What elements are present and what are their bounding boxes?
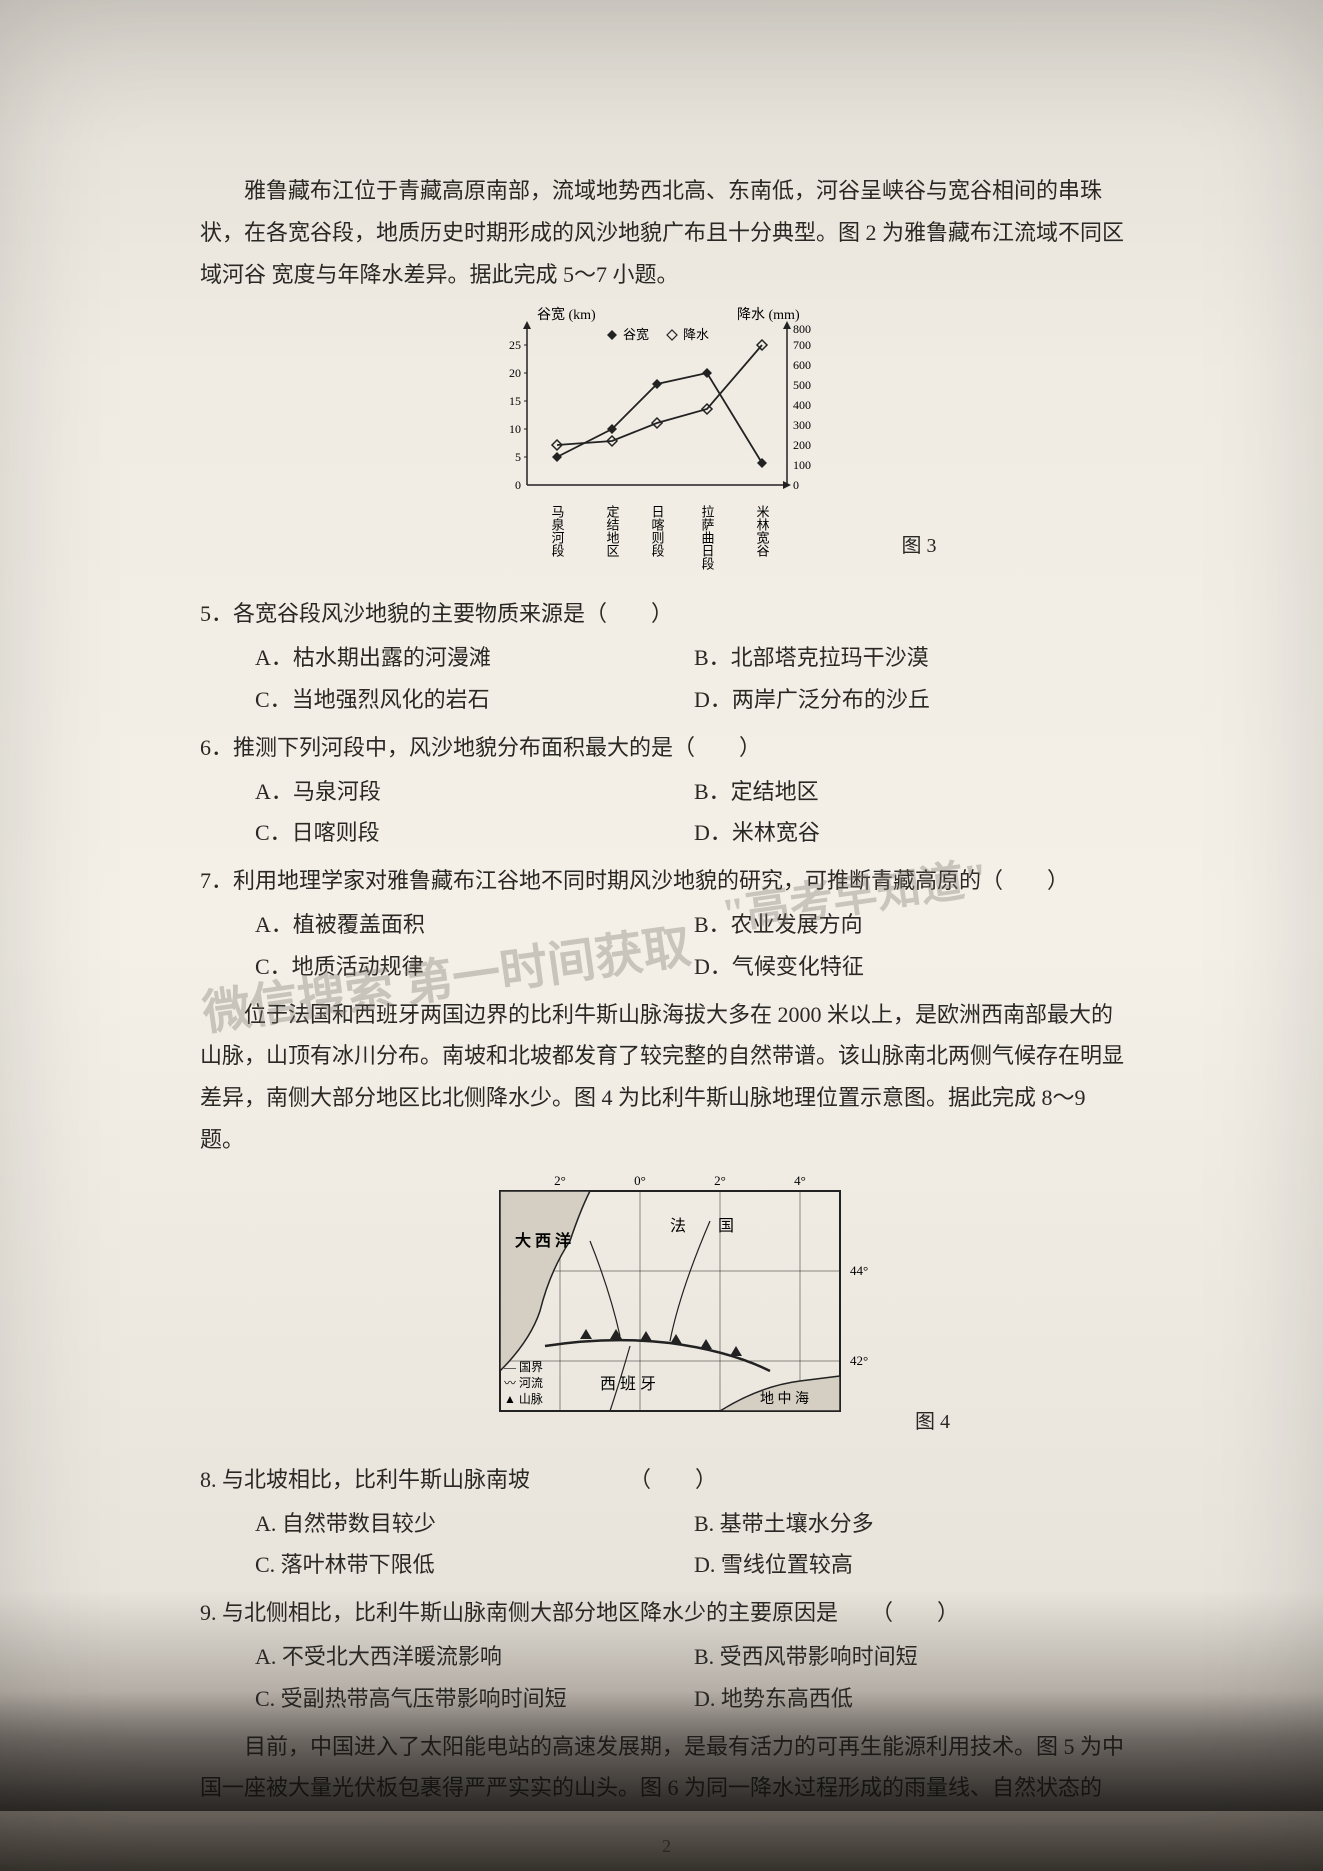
svg-text:2°: 2° — [554, 1173, 566, 1188]
svg-text:800: 800 — [793, 322, 811, 336]
svg-text:600: 600 — [793, 358, 811, 372]
q6-stem: 6．推测下列河段中，风沙地貌分布面积最大的是（ ） — [200, 727, 1133, 769]
q8-options: A. 自然带数目较少B. 基带土壤水分多 C. 落叶林带下限低D. 雪线位置较高 — [200, 1503, 1133, 1587]
q6-options: A．马泉河段B．定结地区 C．日喀则段D．米林宽谷 — [200, 771, 1133, 855]
q5-d: D．两岸广泛分布的沙丘 — [694, 679, 1133, 721]
svg-text:100: 100 — [793, 458, 811, 472]
q5-stem: 5．各宽谷段风沙地貌的主要物质来源是（ ） — [200, 593, 1133, 635]
figure-4-map: 2° 0° 2° 4° 44° 42° — [460, 1171, 880, 1451]
q8-c: C. 落叶林带下限低 — [255, 1544, 694, 1586]
q6-b: B．定结地区 — [694, 771, 1133, 813]
svg-text:20: 20 — [509, 366, 521, 380]
intro-paragraph-2: 位于法国和西班牙两国边界的比利牛斯山脉海拔大多在 2000 米以上，是欧洲西南部… — [200, 994, 1133, 1161]
svg-text:谷宽 (km): 谷宽 (km) — [537, 306, 596, 323]
q9-a: A. 不受北大西洋暖流影响 — [255, 1636, 694, 1678]
svg-text:拉萨曲日段: 拉萨曲日段 — [699, 505, 714, 570]
q7-options: A．植被覆盖面积B．农业发展方向 C．地质活动规律D．气候变化特征 — [200, 904, 1133, 988]
intro-paragraph-1: 雅鲁藏布江位于青藏高原南部，流域地势西北高、东南低，河谷呈峡谷与宽谷相间的串珠状… — [200, 170, 1133, 295]
page-number: 2 — [200, 1829, 1133, 1863]
q8-b: B. 基带土壤水分多 — [694, 1503, 1133, 1545]
svg-text:500: 500 — [793, 378, 811, 392]
q9-stem: 9. 与北侧相比，比利牛斯山脉南侧大部分地区降水少的主要原因是 （ ） — [200, 1592, 1133, 1634]
q5-options: A．枯水期出露的河漫滩B．北部塔克拉玛干沙漠 C．当地强烈风化的岩石D．两岸广泛… — [200, 637, 1133, 721]
svg-text:法 国: 法 国 — [670, 1217, 734, 1235]
svg-text:西 班 牙: 西 班 牙 — [600, 1375, 656, 1393]
q9-b: B. 受西风带影响时间短 — [694, 1636, 1133, 1678]
figure-3-chart: 0 5 10 15 20 25 0 100 200 300 400 500 60… — [477, 305, 857, 585]
svg-text:米林宽谷: 米林宽谷 — [754, 505, 769, 557]
q6-c: C．日喀则段 — [255, 812, 694, 854]
q7-a: A．植被覆盖面积 — [255, 904, 694, 946]
svg-text:降水 (mm): 降水 (mm) — [737, 307, 800, 323]
photo-bottom-shadow — [0, 1691, 1323, 1811]
q5-b: B．北部塔克拉玛干沙漠 — [694, 637, 1133, 679]
svg-text:日喀则段: 日喀则段 — [649, 505, 664, 557]
figure-3-label: 图 3 — [902, 527, 937, 565]
svg-text:0: 0 — [515, 478, 521, 492]
svg-text:44°: 44° — [850, 1263, 868, 1278]
figure-4-label: 图 4 — [915, 1403, 950, 1441]
q6-d: D．米林宽谷 — [694, 812, 1133, 854]
q5-c: C．当地强烈风化的岩石 — [255, 679, 694, 721]
svg-text:200: 200 — [793, 438, 811, 452]
svg-text:5: 5 — [515, 450, 521, 464]
svg-text:大 西 洋: 大 西 洋 — [515, 1231, 571, 1250]
q7-d: D．气候变化特征 — [694, 946, 1133, 988]
q8-stem: 8. 与北坡相比，比利牛斯山脉南坡 （ ） — [200, 1459, 1133, 1501]
svg-text:700: 700 — [793, 338, 811, 352]
svg-text:马泉河段: 马泉河段 — [549, 505, 564, 557]
q7-c: C．地质活动规律 — [255, 946, 694, 988]
svg-text:42°: 42° — [850, 1353, 868, 1368]
svg-text:0°: 0° — [634, 1173, 646, 1188]
q7-stem: 7．利用地理学家对雅鲁藏布江谷地不同时期风沙地貌的研究，可推断青藏高原的（ ） — [200, 860, 1133, 902]
svg-text:降水: 降水 — [683, 327, 709, 342]
svg-text:定结地区: 定结地区 — [604, 505, 619, 557]
q8-d: D. 雪线位置较高 — [694, 1544, 1133, 1586]
q8-a: A. 自然带数目较少 — [255, 1503, 694, 1545]
svg-text:地 中 海: 地 中 海 — [760, 1391, 809, 1407]
svg-text:0: 0 — [793, 478, 799, 492]
svg-text:15: 15 — [509, 394, 521, 408]
svg-text:400: 400 — [793, 398, 811, 412]
q5-a: A．枯水期出露的河漫滩 — [255, 637, 694, 679]
svg-text:▲ 山脉: ▲ 山脉 — [504, 1391, 543, 1406]
svg-text:25: 25 — [509, 338, 521, 352]
svg-text:— 国界: — 国界 — [503, 1360, 543, 1374]
page-content: 雅鲁藏布江位于青藏高原南部，流域地势西北高、东南低，河谷呈峡谷与宽谷相间的串珠状… — [0, 0, 1323, 1863]
q7-b: B．农业发展方向 — [694, 904, 1133, 946]
scanned-page: "高考早知道" 微信搜索 第一时间获取 雅鲁藏布江位于青藏高原南部，流域地势西北… — [0, 0, 1323, 1871]
svg-text:300: 300 — [793, 418, 811, 432]
svg-text:谷宽: 谷宽 — [623, 327, 649, 342]
q6-a: A．马泉河段 — [255, 771, 694, 813]
svg-text:〰 河流: 〰 河流 — [504, 1376, 543, 1390]
svg-text:2°: 2° — [714, 1173, 726, 1188]
svg-text:10: 10 — [509, 422, 521, 436]
svg-text:4°: 4° — [794, 1173, 806, 1188]
